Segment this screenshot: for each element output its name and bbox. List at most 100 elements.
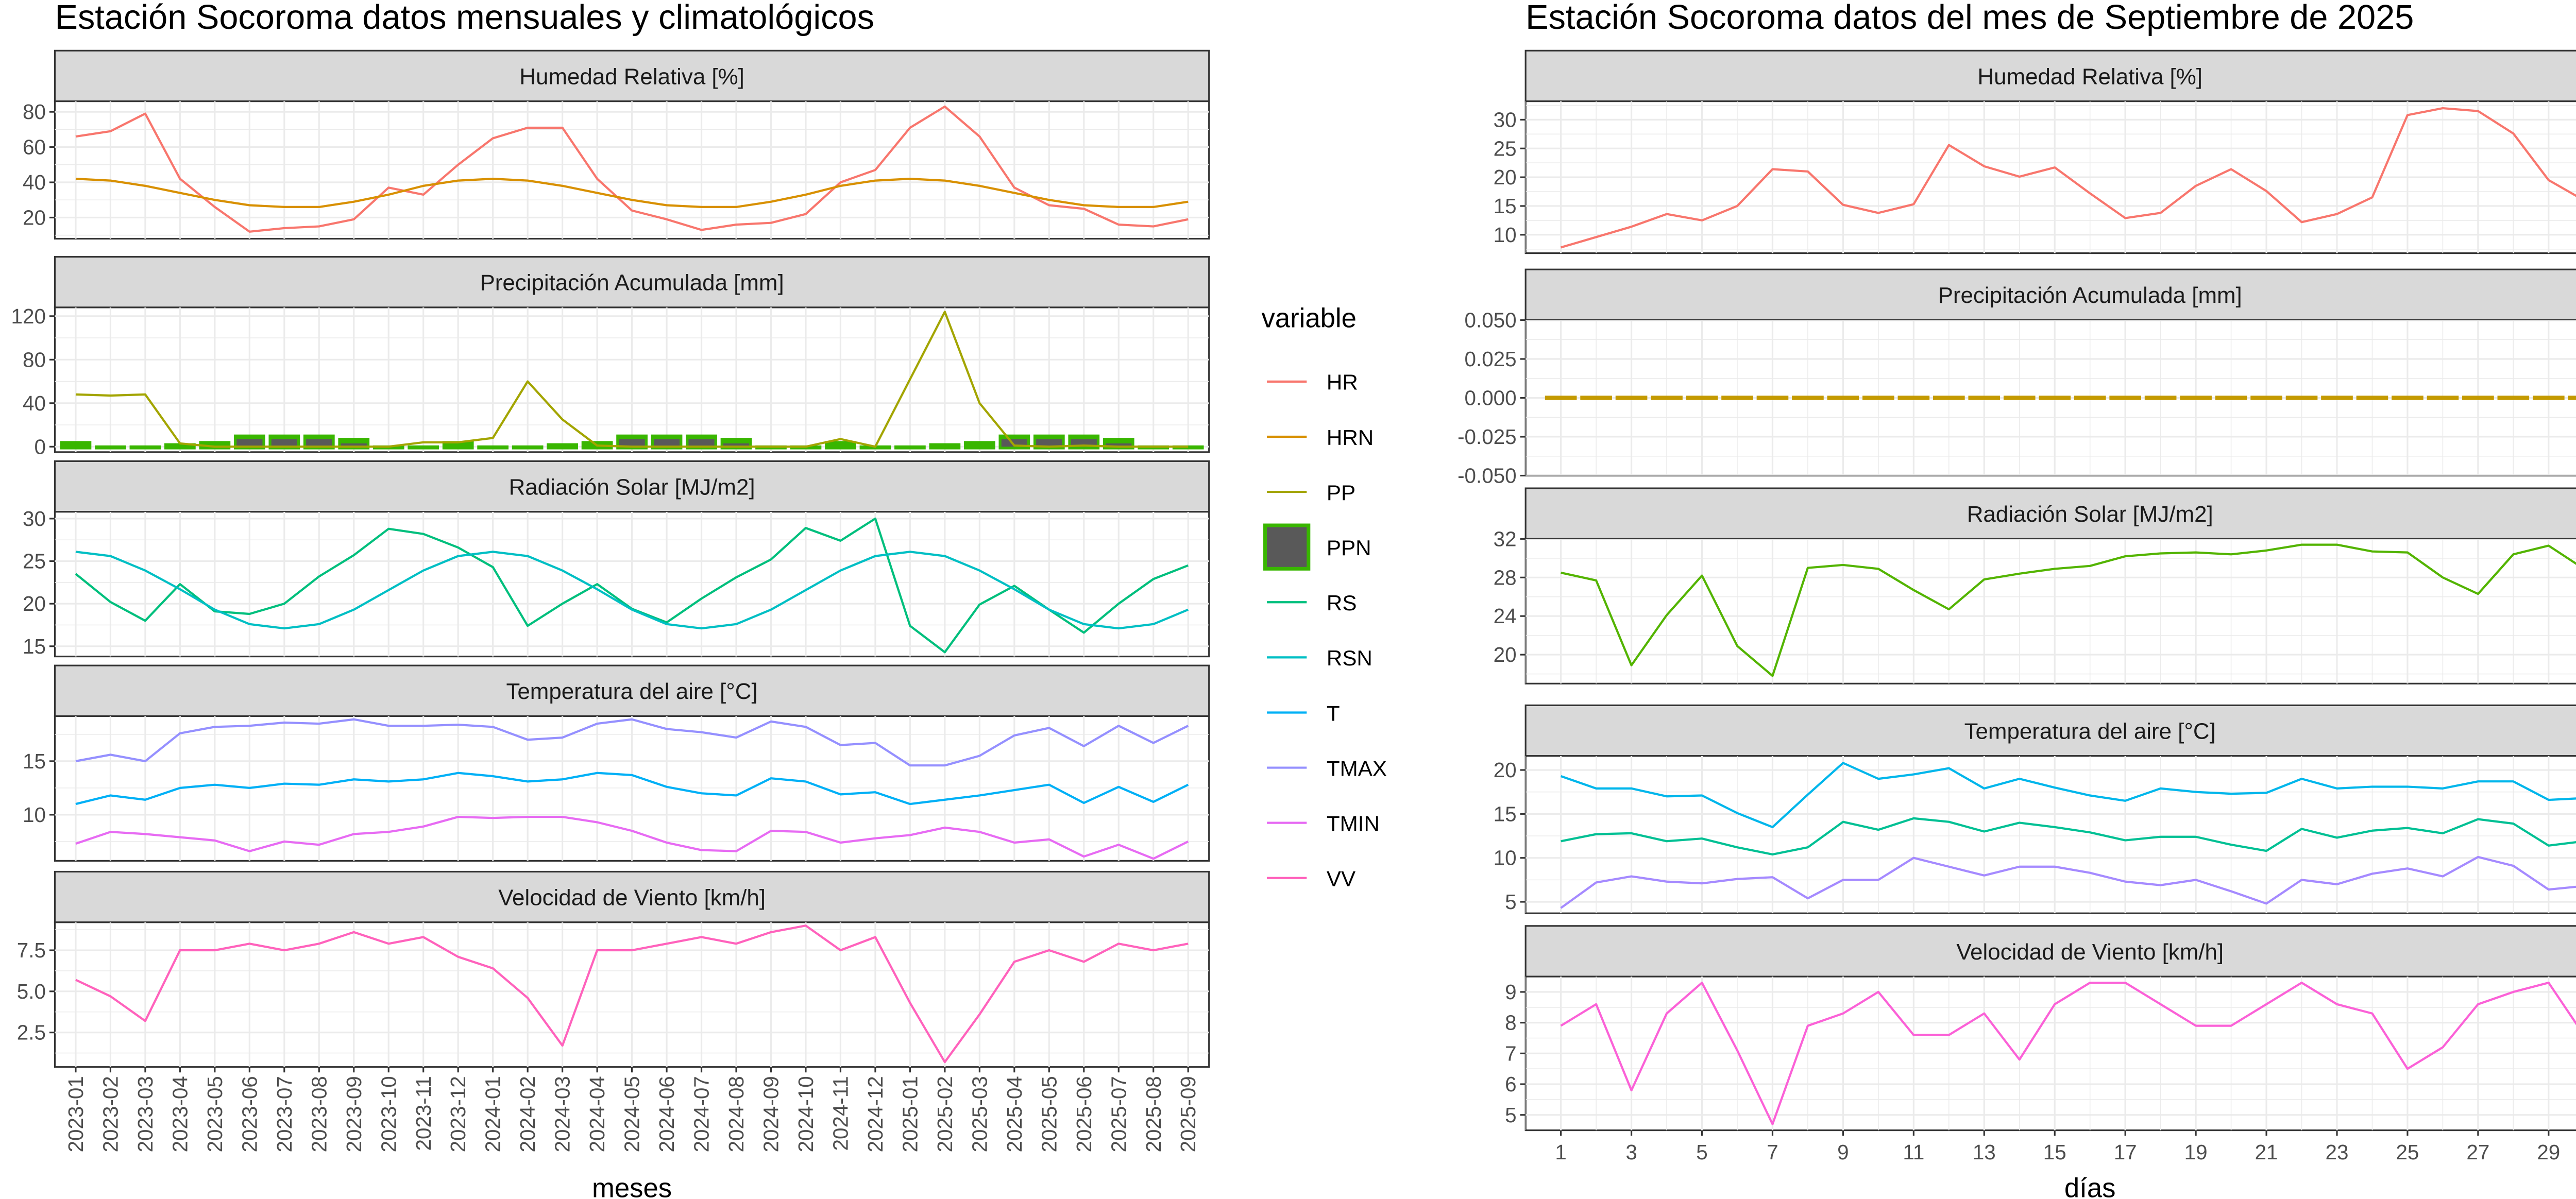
- x-tick-label: 2023-11: [412, 1076, 435, 1151]
- y-tick-label: 30: [1494, 108, 1517, 131]
- facet-panel: Precipitación Acumulada [mm] 0 40 80 120: [11, 256, 1210, 458]
- x-tick-label: 2025-09: [1176, 1076, 1200, 1152]
- y-tick-label: 9: [1505, 980, 1516, 1004]
- facet-panel: Humedad Relativa [%] 10 15 20 25 30: [1494, 49, 2576, 254]
- y-tick-label: 80: [23, 100, 46, 124]
- y-tick-label: 20: [1494, 165, 1517, 189]
- y-tick-label: 0: [34, 435, 45, 458]
- legend-label: RS: [1327, 591, 1357, 615]
- y-tick-label: 20: [1494, 643, 1517, 666]
- facet-strip-label: Velocidad de Viento [km/h]: [498, 885, 766, 910]
- legend-label: PP: [1327, 481, 1355, 505]
- x-tick-label: 2024-09: [759, 1076, 783, 1152]
- legend-item-RS: RS: [1267, 591, 1357, 615]
- bar-PP: [1580, 396, 1612, 400]
- y-tick-label: 20: [23, 592, 46, 615]
- series-line-HRN: [75, 178, 1189, 209]
- x-tick-label: 2024-07: [690, 1076, 714, 1152]
- facet-strip: [54, 256, 1210, 309]
- y-tick-label: 28: [1494, 566, 1517, 589]
- bar-PP: [2321, 396, 2353, 400]
- legend-label: RSN: [1327, 646, 1372, 670]
- y-tick-label: -0.050: [1458, 464, 1516, 488]
- legend-label: HRN: [1327, 425, 1374, 450]
- series-line-VV: [1560, 981, 2576, 1125]
- y-tick-label: 30: [23, 507, 46, 530]
- x-tick-label: 21: [2255, 1140, 2278, 1164]
- legend-item-PPN: PPN: [1263, 523, 1371, 571]
- y-tick-label: 25: [1494, 136, 1517, 160]
- y-tick-label: 15: [1494, 802, 1517, 826]
- bar-PPN: [825, 441, 856, 450]
- series-line-TMIN: [75, 815, 1189, 860]
- facet-panel: Temperatura del aire [°C] 5 10 15 20: [1494, 704, 2576, 914]
- y-tick-label: 15: [23, 749, 46, 773]
- bar-PPN: [164, 443, 196, 450]
- x-tick-label: 2024-06: [655, 1076, 679, 1152]
- bar-PP: [1651, 396, 1683, 400]
- series-line-TMAX: [1560, 762, 2576, 829]
- y-tick-label: 20: [1494, 758, 1517, 782]
- x-tick-label: 2024-12: [863, 1076, 887, 1152]
- bar-PPN: [60, 441, 92, 450]
- legend-item-TMIN: TMIN: [1267, 811, 1380, 835]
- x-tick-label: 25: [2396, 1140, 2419, 1164]
- monthly-chart: Estación Socoroma datos mensuales y clim…: [11, 0, 1387, 1199]
- series-line-HR: [1561, 107, 2576, 249]
- x-tick-label: 15: [2043, 1140, 2066, 1164]
- bar-PPN-fill: [271, 439, 297, 447]
- bar-PPN: [929, 443, 961, 450]
- x-tick-label: 2023-12: [446, 1076, 470, 1152]
- facet-panel: Humedad Relativa [%] 20 40 60 80: [23, 49, 1210, 240]
- x-tick-label: 11: [1903, 1140, 1924, 1164]
- y-tick-label: 7: [1505, 1041, 1516, 1065]
- bar-PP: [1933, 396, 1965, 400]
- x-tick-label: 2023-04: [168, 1076, 192, 1152]
- legend-item-RSN: RSN: [1267, 646, 1372, 670]
- x-tick-label: 2024-10: [794, 1076, 818, 1152]
- series-line-TMAX: [75, 718, 1189, 767]
- bar-PPN-fill: [1036, 439, 1062, 447]
- legend-label: VV: [1327, 867, 1355, 891]
- legend-label: TMAX: [1327, 756, 1387, 780]
- y-tick-label: 15: [23, 635, 46, 658]
- bar-PPN-fill: [723, 443, 750, 447]
- x-tick-label: 1: [1555, 1140, 1566, 1164]
- facet-panel: Radiación Solar [MJ/m2] 20 24 28 32: [1494, 487, 2576, 684]
- y-tick-label: 0.050: [1465, 309, 1517, 332]
- bar-PP: [1756, 396, 1789, 400]
- bar-PP: [1897, 396, 1930, 400]
- y-tick-label: 5.0: [17, 980, 46, 1003]
- y-tick-label: 10: [1494, 846, 1517, 870]
- facet-strip: [1524, 925, 2576, 978]
- bar-PP: [1827, 396, 1859, 400]
- x-tick-label: 2025-06: [1072, 1076, 1096, 1152]
- x-tick-label: 19: [2184, 1140, 2208, 1164]
- bar-PP: [2427, 396, 2459, 400]
- bar-PP: [1545, 396, 1577, 400]
- facet-strip-label: Precipitación Acumulada [mm]: [480, 270, 784, 296]
- x-tick-label: 2024-04: [585, 1076, 609, 1152]
- series-line-T: [1561, 817, 2576, 855]
- x-tick-label: 2023-03: [133, 1076, 157, 1152]
- facet-strip: [54, 664, 1210, 717]
- facet-strip-label: Humedad Relativa [%]: [519, 64, 744, 89]
- x-tick-label: 2023-10: [377, 1076, 400, 1152]
- bar-PPN: [129, 445, 161, 450]
- bar-PP: [1792, 396, 1824, 400]
- facet-strip: [54, 460, 1210, 513]
- y-tick-label: 40: [23, 170, 46, 194]
- y-tick-label: 40: [23, 391, 46, 415]
- bar-PP: [2568, 396, 2576, 400]
- legend-item-HR: HR: [1267, 370, 1358, 395]
- facet-strip: [54, 49, 1210, 102]
- bar-PP: [2180, 396, 2212, 400]
- x-tick-label: 2024-11: [828, 1076, 852, 1151]
- y-tick-label: 80: [23, 348, 46, 371]
- bar-PPN-fill: [1106, 443, 1132, 447]
- x-tick-label: 2024-03: [551, 1076, 574, 1152]
- legend-label: HR: [1327, 370, 1358, 395]
- bar-PP: [1968, 396, 2001, 400]
- bar-PP: [2462, 396, 2494, 400]
